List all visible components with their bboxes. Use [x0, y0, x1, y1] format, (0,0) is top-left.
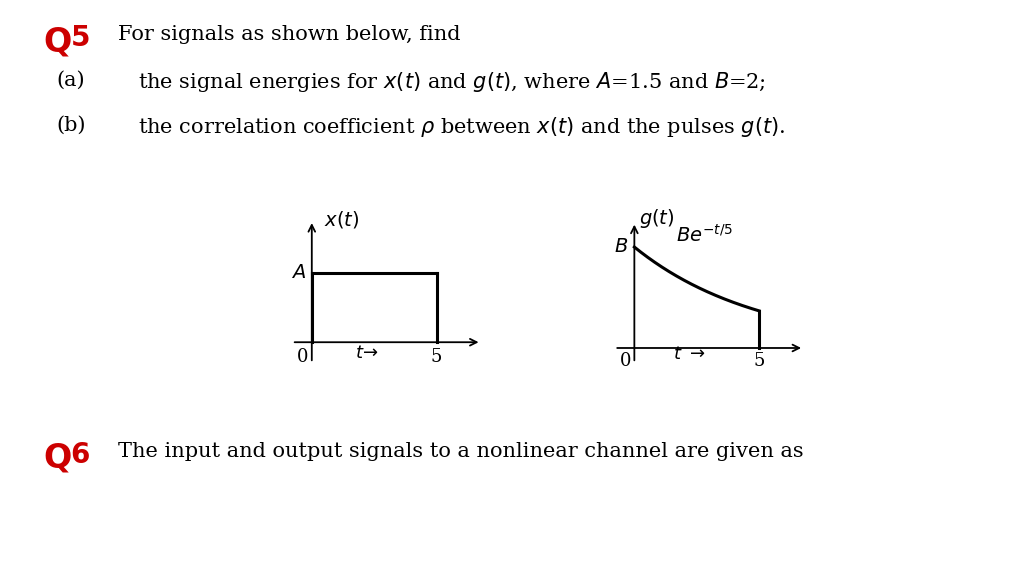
- Text: $B$: $B$: [613, 238, 628, 256]
- Text: $\mathbf{5}$: $\mathbf{5}$: [70, 25, 89, 52]
- Text: $t\!\rightarrow$: $t\!\rightarrow$: [354, 343, 379, 361]
- Text: 5: 5: [431, 348, 442, 366]
- Text: $\mathbf{6}$: $\mathbf{6}$: [70, 442, 89, 469]
- Text: $g(t)$: $g(t)$: [639, 207, 675, 230]
- Text: $x(t)$: $x(t)$: [325, 209, 359, 230]
- Text: (b): (b): [56, 115, 86, 135]
- Text: 5: 5: [754, 352, 765, 370]
- Text: $\mathbf{Q}$: $\mathbf{Q}$: [43, 442, 72, 475]
- Text: (a): (a): [56, 70, 85, 90]
- Text: the signal energies for $x(t)$ and $g(t)$, where $A$=1.5 and $B$=2;: the signal energies for $x(t)$ and $g(t)…: [138, 70, 766, 95]
- Text: The input and output signals to a nonlinear channel are given as: The input and output signals to a nonlin…: [118, 442, 804, 461]
- Text: For signals as shown below, find: For signals as shown below, find: [118, 25, 460, 44]
- Text: 0: 0: [297, 348, 309, 366]
- Text: the correlation coefficient $\rho$ between $x(t)$ and the pulses $g(t)$.: the correlation coefficient $\rho$ betwe…: [138, 115, 785, 140]
- Text: 0: 0: [620, 352, 632, 370]
- Text: $Be^{-t/5}$: $Be^{-t/5}$: [676, 224, 733, 246]
- Text: $t\ \rightarrow$: $t\ \rightarrow$: [673, 345, 706, 363]
- Text: $A$: $A$: [291, 263, 305, 282]
- Text: $\mathbf{Q}$: $\mathbf{Q}$: [43, 25, 72, 59]
